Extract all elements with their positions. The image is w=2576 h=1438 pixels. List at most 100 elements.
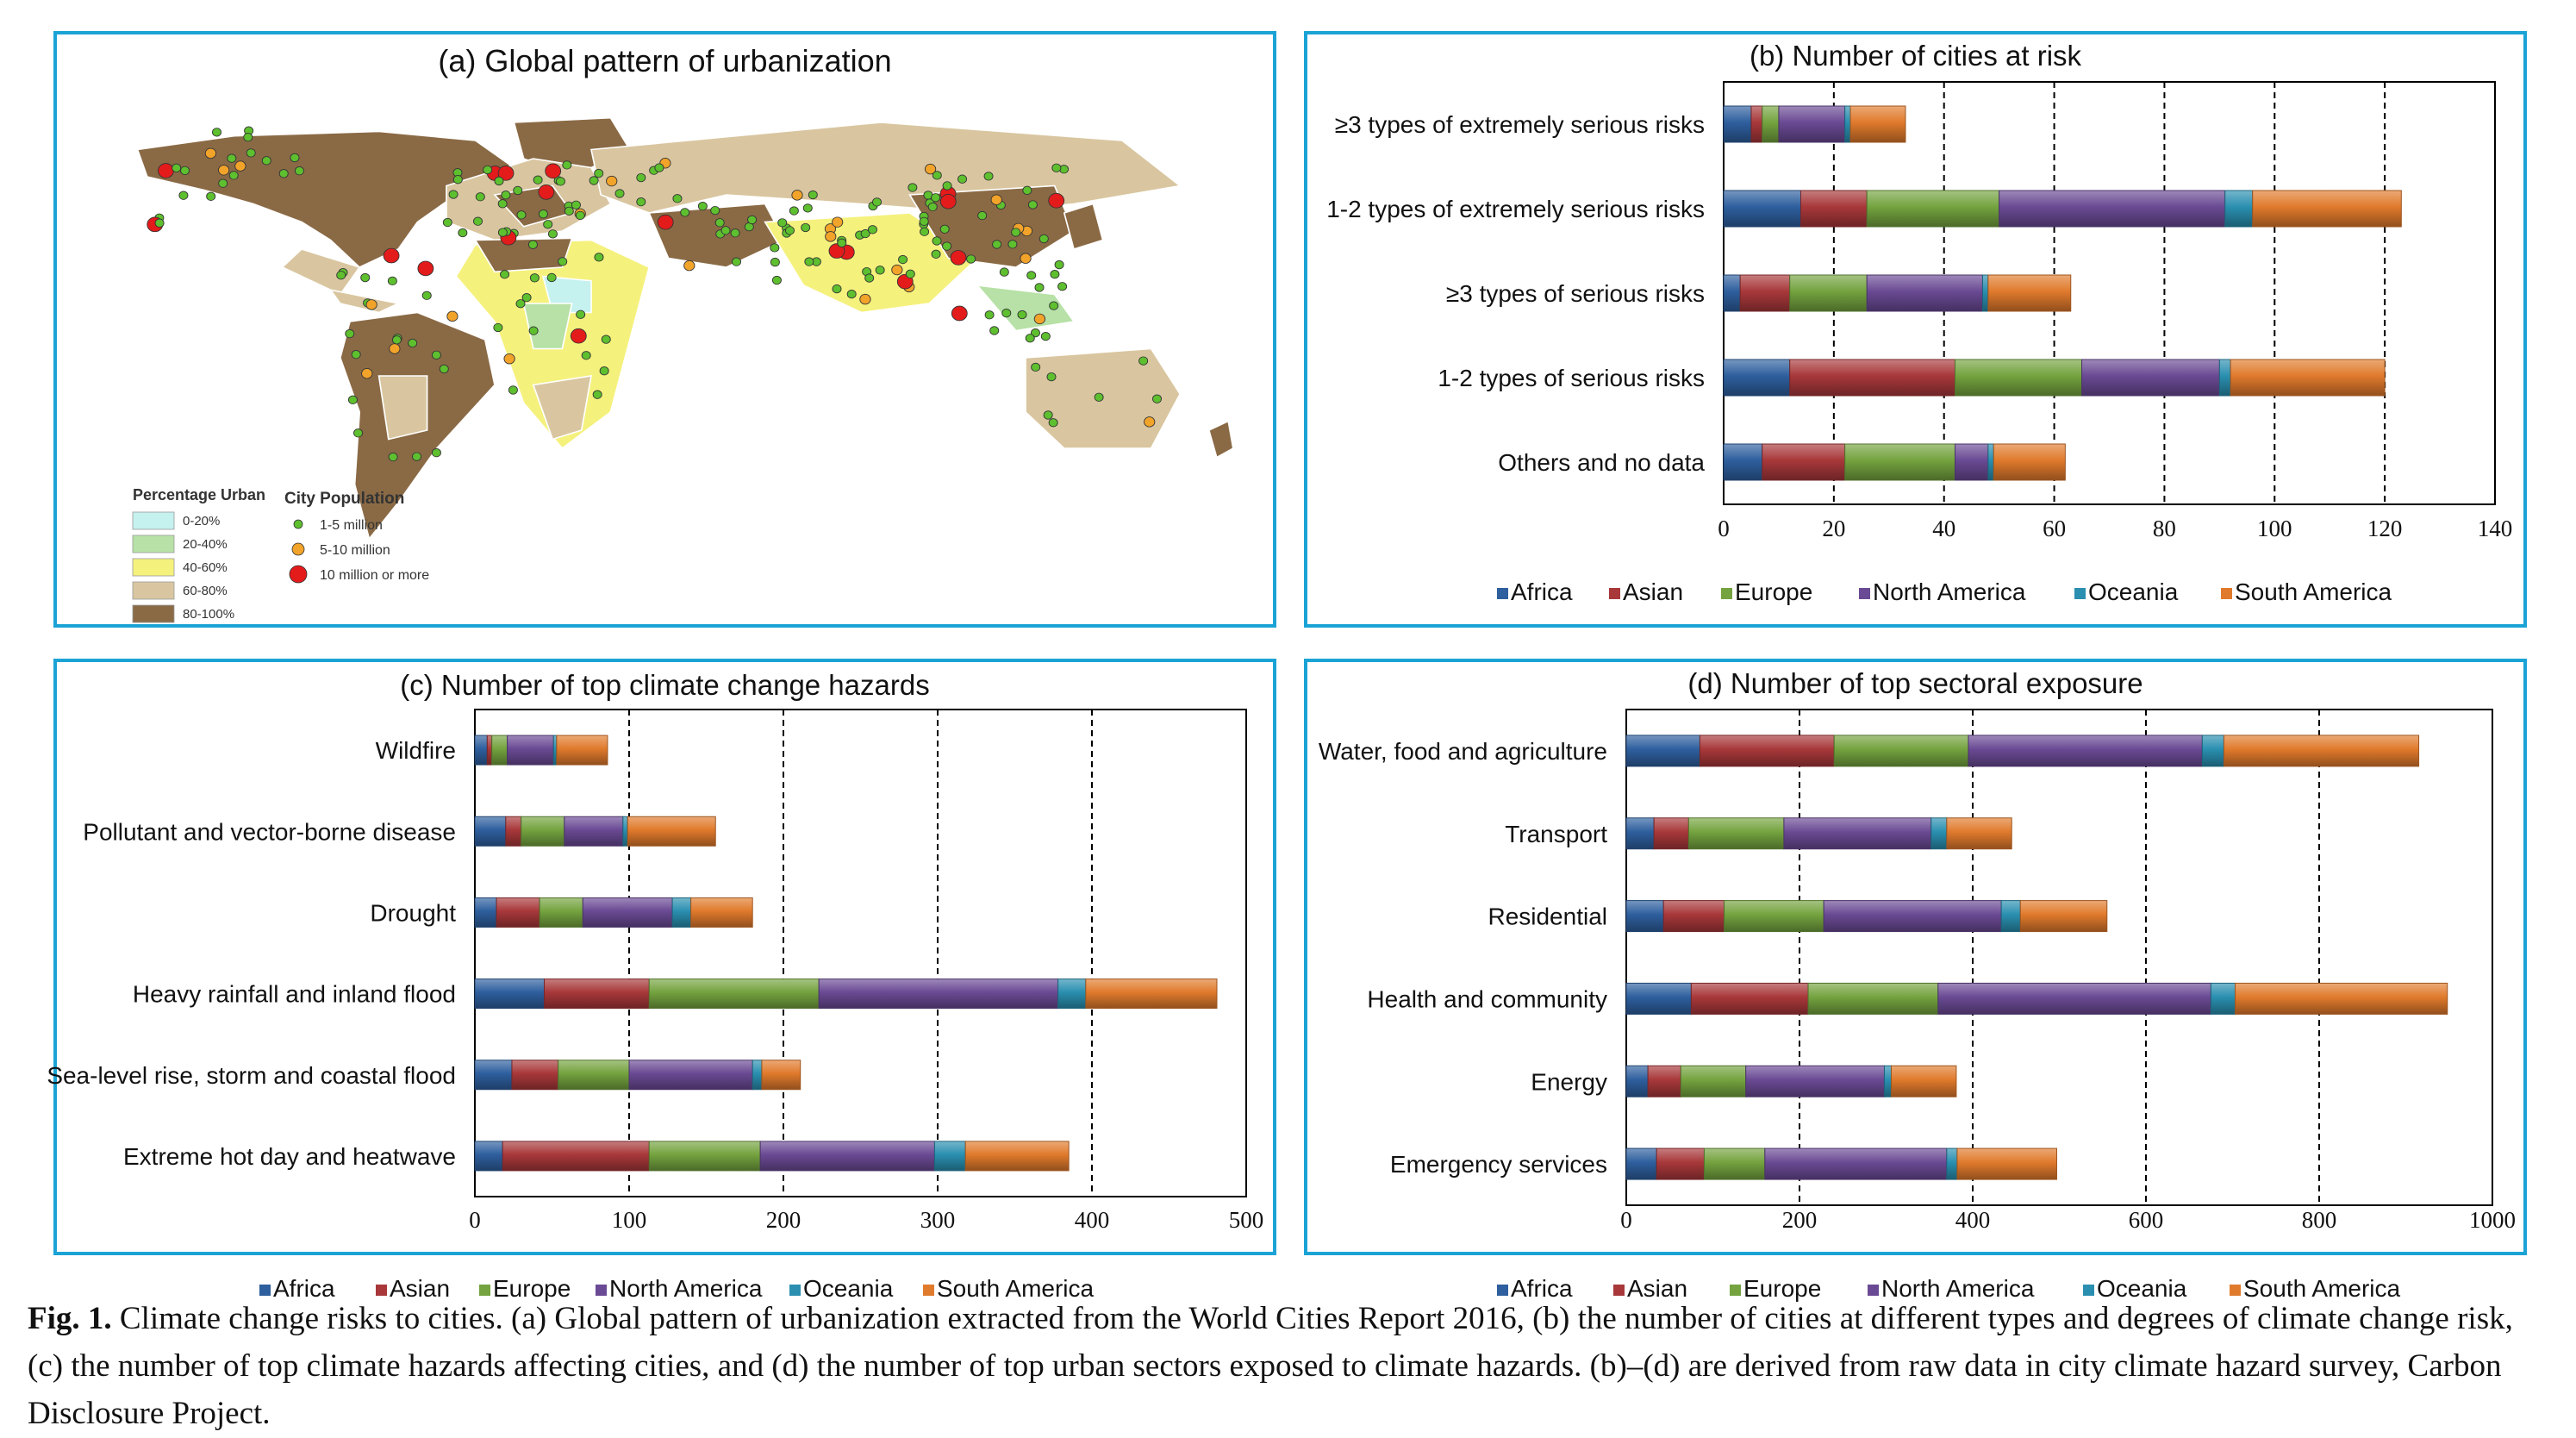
- city-dot-small: [228, 171, 239, 180]
- city-dot-small: [927, 202, 938, 212]
- bar-segment: [1883, 1065, 1893, 1097]
- bar-segment: [1789, 274, 1868, 312]
- bar-segment: [1993, 443, 2066, 481]
- city-dot-small: [931, 193, 941, 203]
- city-dot-small: [431, 448, 441, 458]
- city-dot-small: [431, 350, 441, 360]
- city-dot-large: [538, 184, 555, 200]
- bar-segment: [2224, 190, 2254, 228]
- bar-segment: [1955, 359, 2083, 397]
- city-dot-medium: [606, 175, 618, 187]
- city-dot-small: [872, 197, 883, 207]
- urban-legend-swatch: [132, 511, 175, 530]
- city-dot-small: [1017, 309, 1027, 320]
- panel-a-urbanization-map: (a) Global pattern of urbanization Perce…: [53, 31, 1276, 628]
- bar-segment: [556, 735, 608, 766]
- legend-label: Oceania: [2097, 1275, 2187, 1302]
- x-tick-label: 0: [1718, 516, 1730, 541]
- city-dot-small: [516, 210, 527, 220]
- city-dot-small: [875, 266, 885, 275]
- city-dot-small: [290, 153, 300, 163]
- legend-label: Europe: [493, 1275, 571, 1302]
- city-dot-small: [867, 225, 877, 234]
- city-dot-small: [789, 206, 799, 216]
- city-dot-large: [1048, 192, 1065, 209]
- city-dot-small: [1039, 234, 1049, 244]
- legend-swatch: [923, 1285, 934, 1296]
- category-label: Emergency services: [1390, 1151, 1607, 1178]
- category-label: Water, food and agriculture: [1319, 738, 1607, 765]
- bar-segment: [582, 897, 673, 928]
- panel-d-title: (d) Number of top sectoral exposure: [1687, 667, 2143, 699]
- bar-segment: [759, 1141, 935, 1172]
- bar-segment: [544, 978, 650, 1010]
- category-label: Wildfire: [376, 737, 456, 764]
- city-dot-small: [932, 236, 942, 246]
- region-north-america: [136, 130, 515, 268]
- region-japan: [1063, 203, 1104, 251]
- city-dot-small: [636, 197, 646, 207]
- region-southeast-asia: [976, 284, 1076, 332]
- bar-segment: [1955, 443, 1989, 481]
- urban-legend-swatch: [132, 581, 175, 600]
- bar-segment: [474, 897, 497, 928]
- bar-segment: [933, 1141, 966, 1172]
- city-dot-small: [278, 169, 289, 178]
- city-dot-small: [920, 227, 930, 236]
- city-dot-small: [1138, 356, 1149, 366]
- city-dot-small: [680, 208, 690, 217]
- bar-segment: [671, 897, 692, 928]
- bar-segment: [1783, 817, 1932, 850]
- panel-a-title: (a) Global pattern of urbanization: [438, 43, 892, 78]
- category-label: Extreme hot day and heatwave: [123, 1143, 456, 1170]
- category-label: 1-2 types of extremely serious risks: [1326, 196, 1705, 222]
- city-dot-small: [388, 452, 398, 462]
- category-label: Health and community: [1367, 985, 1607, 1012]
- city-dot-small: [804, 257, 814, 266]
- bar-segment: [1723, 274, 1741, 312]
- city-dot-large: [939, 193, 957, 209]
- bar-segment: [1866, 274, 1983, 312]
- city-dot-small: [932, 171, 942, 180]
- chart-c-svg: 0 100 200 300 400 500 Wildfire Pollutant and ve…: [47, 709, 1263, 1302]
- city-dot-small: [294, 166, 304, 176]
- bar-segment: [1085, 978, 1218, 1010]
- bar-segment: [486, 735, 493, 766]
- x-tick-label: 200: [1782, 1207, 1818, 1233]
- bar-segment: [1653, 817, 1689, 850]
- x-tick-label: 200: [766, 1207, 801, 1233]
- city-dot-small: [261, 156, 271, 166]
- bar-segment: [1987, 274, 2072, 312]
- city-dot-small: [777, 218, 788, 228]
- bar-segment: [1647, 1065, 1681, 1097]
- city-dot-small: [576, 309, 586, 319]
- bar-segment: [1849, 105, 1906, 143]
- city-dot-small: [989, 326, 1000, 335]
- city-dot-small: [562, 160, 572, 170]
- x-tick-label: 1000: [2469, 1207, 2516, 1233]
- bar-segment: [1625, 900, 1664, 933]
- city-dot-small: [801, 222, 811, 233]
- city-dot-small: [898, 254, 908, 265]
- x-tick-label: 60: [2043, 516, 2066, 541]
- bar-segment: [1625, 1065, 1649, 1097]
- city-dot-small: [1050, 269, 1060, 279]
- city-dot-small: [802, 203, 813, 213]
- city-dot-small: [528, 326, 539, 335]
- population-legend-label: 1-5 million: [320, 518, 383, 533]
- x-tick-label: 300: [920, 1207, 956, 1233]
- bar-segment: [964, 1141, 1070, 1172]
- region-north-africa: [474, 237, 573, 273]
- city-dot-small: [538, 209, 548, 219]
- city-dot-small: [513, 185, 523, 196]
- urban-legend-label: 80-100%: [183, 607, 234, 622]
- category-label: Others and no data: [1498, 449, 1705, 476]
- city-dot-small: [442, 217, 452, 228]
- category-label: Pollutant and vector-borne disease: [83, 818, 456, 845]
- city-dot-small: [720, 226, 731, 235]
- bar-segment: [1723, 190, 1801, 228]
- city-dot-large: [951, 305, 968, 322]
- city-dot-medium: [204, 147, 217, 159]
- urban-legend-label: 0-20%: [183, 514, 220, 528]
- category-label: Heavy rainfall and inland flood: [133, 981, 456, 1008]
